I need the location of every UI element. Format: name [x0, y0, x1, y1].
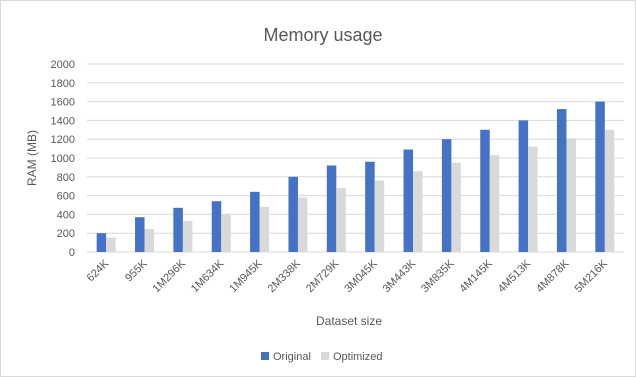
x-tick-label: 2M729K: [304, 257, 342, 295]
bar-original-3m443k: [403, 149, 414, 252]
x-tick-label: 3M835K: [419, 257, 457, 295]
legend-label-optimized: Optimized: [333, 351, 383, 363]
y-tick-label: 1800: [51, 78, 75, 90]
y-tick-label: 2000: [51, 59, 75, 71]
y-tick-label: 0: [69, 247, 75, 259]
bar-original-4m513k: [518, 120, 529, 253]
y-tick-label: 1600: [51, 97, 75, 109]
bar-optimized-2m729k: [336, 188, 346, 252]
y-axis-ticks: 0 200 400 600 800 1000 1200 1400 1600 1800 2000: [51, 59, 75, 259]
legend-swatch-original: [261, 352, 269, 360]
bar-original-1m634k: [211, 201, 222, 252]
x-axis-ticks: 624K 955K 1M296K 1M634K 1M945K 2M338K 2M729K 3M…: [85, 257, 611, 295]
x-tick-label: 1M634K: [189, 257, 227, 295]
bar-optimized-4m513k: [528, 146, 538, 252]
legend-swatch-optimized: [321, 352, 329, 360]
bar-original-2m729k: [326, 165, 337, 252]
y-tick-label: 400: [57, 209, 75, 221]
x-tick-label: 3M443K: [381, 257, 419, 295]
y-tick-label: 200: [57, 228, 75, 240]
x-tick-label: 4M513K: [496, 257, 534, 295]
legend: Original Optimized: [261, 351, 383, 363]
legend-label-original: Original: [273, 351, 311, 363]
x-tick-label: 4M878K: [534, 257, 572, 295]
bar-optimized-1m634k: [221, 214, 231, 252]
bar-original-4m878k: [556, 109, 567, 253]
gridlines: [87, 63, 624, 253]
y-axis-title: RAM (MB): [25, 130, 39, 186]
bars: [96, 101, 615, 253]
bar-optimized-624k: [106, 237, 116, 252]
bar-original-1m945k: [250, 191, 260, 252]
y-tick-label: 1400: [51, 115, 75, 127]
bar-optimized-3m835k: [451, 162, 461, 252]
bar-original-2m338k: [288, 176, 298, 252]
bar-optimized-4m145k: [489, 155, 500, 252]
bar-original-3m835k: [441, 139, 452, 252]
x-tick-label: 5M216K: [572, 257, 610, 295]
y-tick-label: 800: [57, 172, 75, 184]
y-tick-label: 1200: [51, 134, 75, 146]
x-tick-label: 2M338K: [266, 257, 304, 295]
bar-optimized-5m216k: [604, 129, 615, 252]
bar-optimized-3m045k: [374, 180, 385, 252]
x-tick-label: 1M945K: [227, 257, 265, 295]
x-tick-label: 624K: [85, 257, 112, 284]
bar-original-1m296k: [173, 207, 183, 252]
bar-optimized-4m878k: [566, 138, 576, 252]
bar-optimized-3m443k: [413, 171, 423, 252]
chart-title: Memory usage: [263, 25, 382, 45]
bar-optimized-955k: [144, 228, 155, 252]
x-tick-label: 4M145K: [457, 257, 495, 295]
y-tick-label: 600: [57, 191, 75, 203]
x-tick-label: 3M045K: [342, 257, 380, 295]
bar-original-3m045k: [365, 161, 375, 252]
x-axis-title: Dataset size: [316, 314, 382, 328]
y-tick-label: 1000: [51, 153, 75, 165]
bar-optimized-1m945k: [259, 206, 270, 252]
bar-original-5m216k: [595, 101, 605, 252]
bar-original-624k: [96, 233, 107, 252]
bar-optimized-2m338k: [297, 197, 308, 252]
bar-original-4m145k: [480, 129, 490, 252]
x-tick-label: 1M296K: [151, 257, 189, 295]
x-tick-label: 955K: [123, 257, 150, 284]
bar-optimized-1m296k: [182, 220, 193, 252]
bar-original-955k: [135, 217, 145, 252]
